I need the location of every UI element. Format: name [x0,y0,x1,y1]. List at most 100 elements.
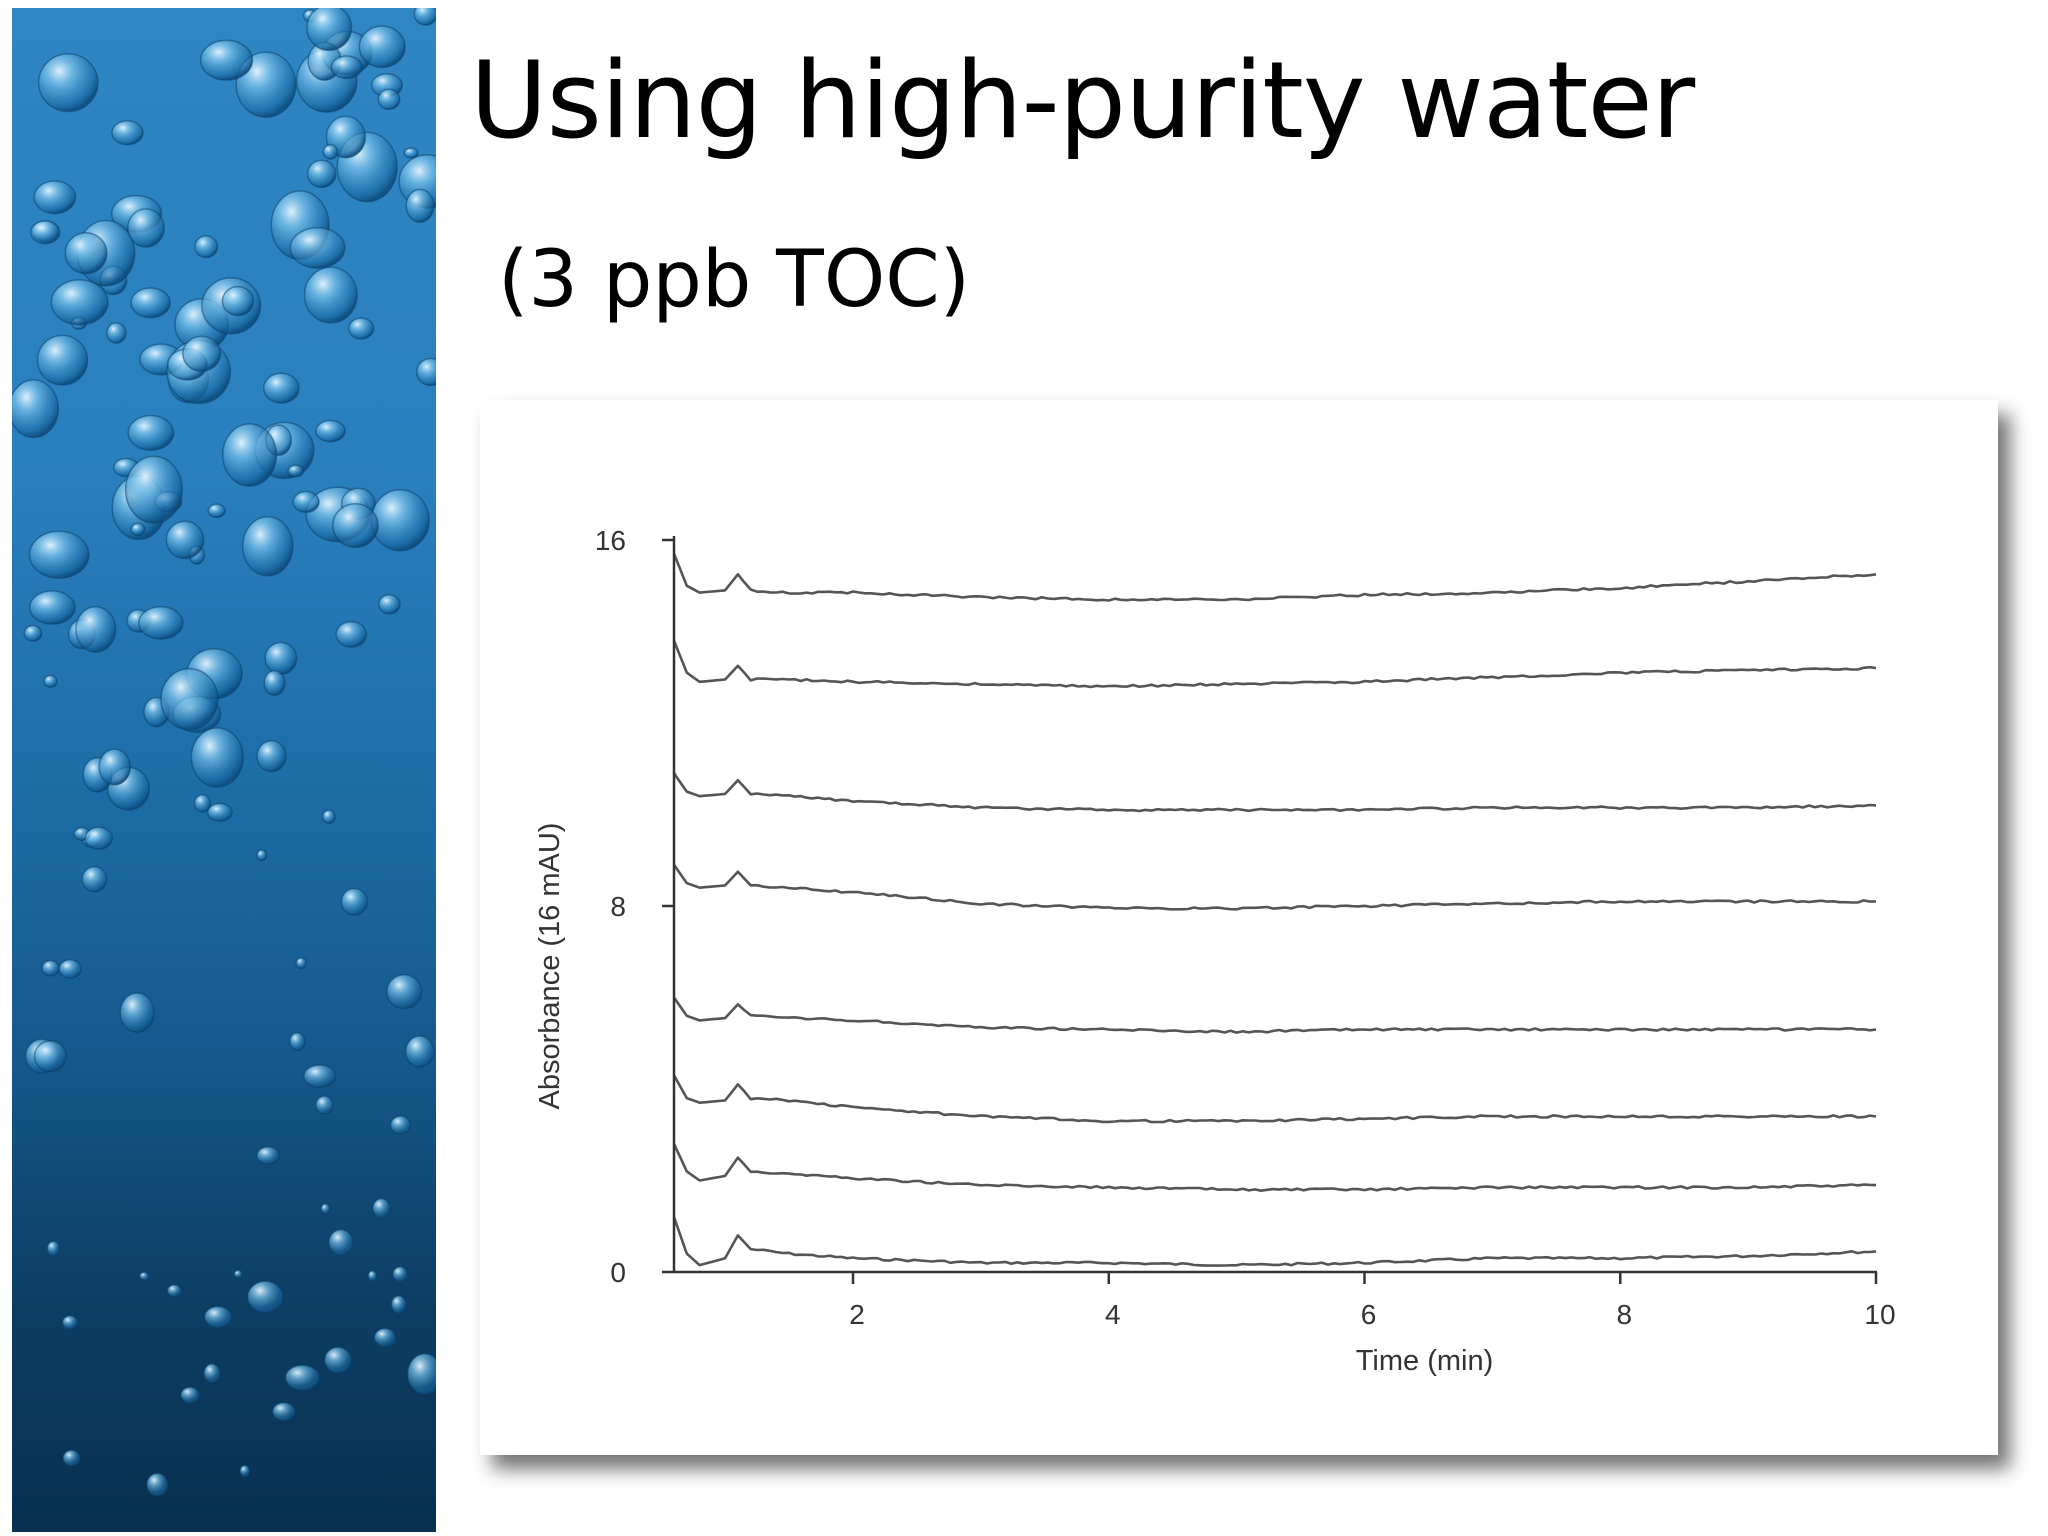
bubble-shape [221,285,255,317]
bubble-shape [180,1386,201,1404]
chart-series-line-8 [672,553,1877,602]
bubble-shape [235,51,297,118]
bubble-shape [315,419,346,443]
bubble-shape [75,605,117,653]
bubble-shape [386,974,423,1010]
bubble-shape [406,1353,436,1395]
y-tick-label: 16 [595,525,626,556]
bubble-shape [106,322,127,344]
bubble-shape [373,1327,397,1348]
x-tick-label: 4 [1105,1299,1121,1330]
underwater-bubbles-photo [12,8,436,1532]
bubble-shape [33,180,77,215]
bubble-shape [303,266,358,324]
y-axis-title: Absorbance (16 mAU) [534,823,566,1110]
bubble-shape [246,1280,284,1314]
bubble-shape [203,1363,221,1384]
bubble-shape [284,1364,321,1391]
bubble-shape [306,8,353,52]
chart-series-line-2 [672,1143,1877,1192]
bubble-shape [367,1269,378,1282]
bubble-shape [256,849,268,862]
bubble-shape [340,887,369,916]
bubble-shape [348,317,375,340]
bubble-shape [321,809,336,825]
bubble-shape [193,793,212,813]
x-tick-label: 10 [1864,1299,1895,1330]
bubble-shape [81,865,108,893]
bubble-shape [358,25,406,69]
bubble-shape [138,606,184,640]
bubble-shape [323,1346,353,1374]
bubble-shape [256,740,287,773]
x-tick-label: 8 [1616,1299,1632,1330]
chart-series-group [672,553,1877,1267]
bubble-shape [207,503,226,519]
chart-series-line-1 [672,1216,1877,1267]
bubble-shape [413,8,436,26]
bubbles-illustration [12,8,436,1497]
bubble-shape [46,1240,61,1257]
bubble-shape [256,1146,281,1165]
bubble-shape [403,147,419,159]
bubble-shape [12,379,60,439]
bubble-shape [222,423,278,487]
bubble-shape [111,119,144,146]
bubble-shape [335,620,368,648]
bubble-shape [404,1035,435,1068]
bubble-shape [292,490,320,514]
bubble-shape [263,669,286,696]
bubble-shape [130,287,171,319]
x-axis-title: Time (min) [1356,1345,1493,1377]
y-tick-label: 8 [610,891,626,922]
bubble-shape [33,1040,68,1073]
bubble-shape [30,220,61,245]
bubble-shape [37,53,99,113]
bubble-shape [378,594,401,615]
bubble-shape [58,959,83,979]
chart-series-line-5 [672,864,1877,911]
bubble-shape [372,1197,391,1219]
bubble-shape [64,231,108,275]
bubble-shape [23,624,43,642]
bubble-shape [315,1095,334,1115]
bubble-shape [199,39,254,81]
bubble-shape [138,1271,150,1281]
bubble-shape [271,1401,296,1422]
bubble-shape [194,235,219,259]
bubble-shape [190,727,244,788]
slide-title: Using high-purity water [470,39,1695,162]
bubble-shape [119,992,155,1034]
bubble-shape [328,1228,354,1256]
bubble-shape [303,1064,337,1089]
bubble-shape [61,1315,79,1330]
bubble-shape [124,455,183,524]
bubble-shape [43,674,58,688]
bubble-shape [262,372,300,404]
bubble-shape [98,748,132,786]
chromatogram-chart: 0 8 16 2 4 6 8 10 Time (min) Absorbance (16 mAU… [480,400,1998,1455]
bubble-shape [332,502,379,549]
bubble-shape [295,956,308,970]
bubble-shape [84,826,114,851]
bubble-shape [36,334,89,386]
bubble-shape [206,802,233,822]
bubble-shape [289,1031,306,1052]
bubble-shape [415,357,436,387]
bubble-shape [287,464,305,478]
bubble-shape [160,667,219,731]
bubble-shape [264,641,298,676]
chart-series-line-6 [672,772,1877,813]
bubble-shape [370,488,430,552]
bubble-shape [233,1269,244,1279]
bubble-shape [377,88,401,111]
bubble-shape [166,1284,183,1298]
bubble-shape [203,1305,233,1329]
x-tick-label: 2 [849,1299,865,1330]
chart-series-line-4 [672,996,1877,1034]
bubble-shape [389,1115,412,1135]
bubble-shape [130,522,146,537]
bubble-shape [242,516,294,577]
